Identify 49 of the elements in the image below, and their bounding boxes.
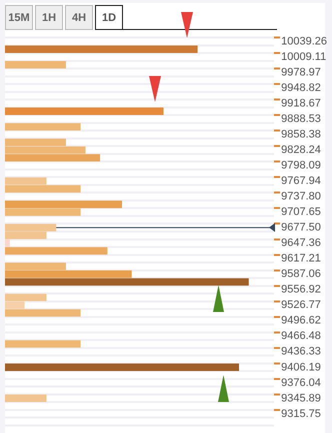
text: 1H	[35, 5, 63, 30]
text: 15M	[5, 5, 33, 30]
y-tick-label: 9737.80	[281, 190, 321, 203]
bar	[5, 270, 132, 278]
bar	[5, 309, 81, 317]
y-tick-label: 9496.62	[281, 314, 321, 327]
bar	[5, 108, 164, 116]
y-tick-label: 9767.94	[281, 175, 321, 188]
bar	[5, 208, 81, 216]
y-tick-label: 9617.21	[281, 252, 321, 265]
text: 4H	[65, 5, 93, 30]
bar	[5, 46, 198, 53]
bar	[5, 278, 249, 286]
y-tick-label: 9798.09	[281, 160, 321, 172]
y-tick-label: 9918.67	[281, 98, 321, 110]
y-tick-label: 10009.11	[281, 51, 326, 64]
y-tick-label: 10039.26	[281, 36, 328, 48]
y-tick-label: 9858.38	[281, 128, 321, 141]
bar	[5, 239, 10, 247]
bar	[5, 61, 66, 68]
y-tick-label: 9828.24	[281, 144, 321, 156]
y-tick-label: 9315.75	[281, 408, 321, 420]
bar	[5, 200, 122, 208]
bar	[5, 177, 46, 185]
y-tick-label: 9888.53	[281, 113, 321, 126]
y-tick-label: 9647.36	[281, 237, 321, 250]
bar	[5, 247, 108, 255]
y-tick-label: 9436.33	[281, 346, 321, 358]
y-tick-label: 9556.92	[281, 284, 321, 296]
bar	[5, 294, 46, 302]
bar	[5, 394, 46, 402]
y-tick-label: 9677.50	[281, 222, 321, 234]
y-tick-label: 9948.82	[281, 82, 321, 94]
bar	[5, 185, 81, 193]
y-tick-label: 9526.77	[281, 299, 321, 312]
bar	[5, 123, 81, 131]
bar	[5, 364, 240, 371]
bar	[5, 340, 81, 348]
y-tick-label: 9466.48	[281, 330, 321, 342]
text: 1D	[95, 5, 123, 30]
bar	[5, 154, 100, 162]
y-tick-label: 9707.65	[281, 206, 321, 218]
bar	[5, 301, 24, 309]
y-tick-label: 9978.97	[281, 66, 321, 79]
bar	[5, 262, 66, 270]
y-tick-label: 9406.19	[281, 361, 321, 374]
y-tick-label: 9376.04	[281, 376, 321, 389]
y-tick-label: 9345.89	[281, 392, 321, 404]
y-tick-label: 9587.06	[281, 268, 321, 280]
